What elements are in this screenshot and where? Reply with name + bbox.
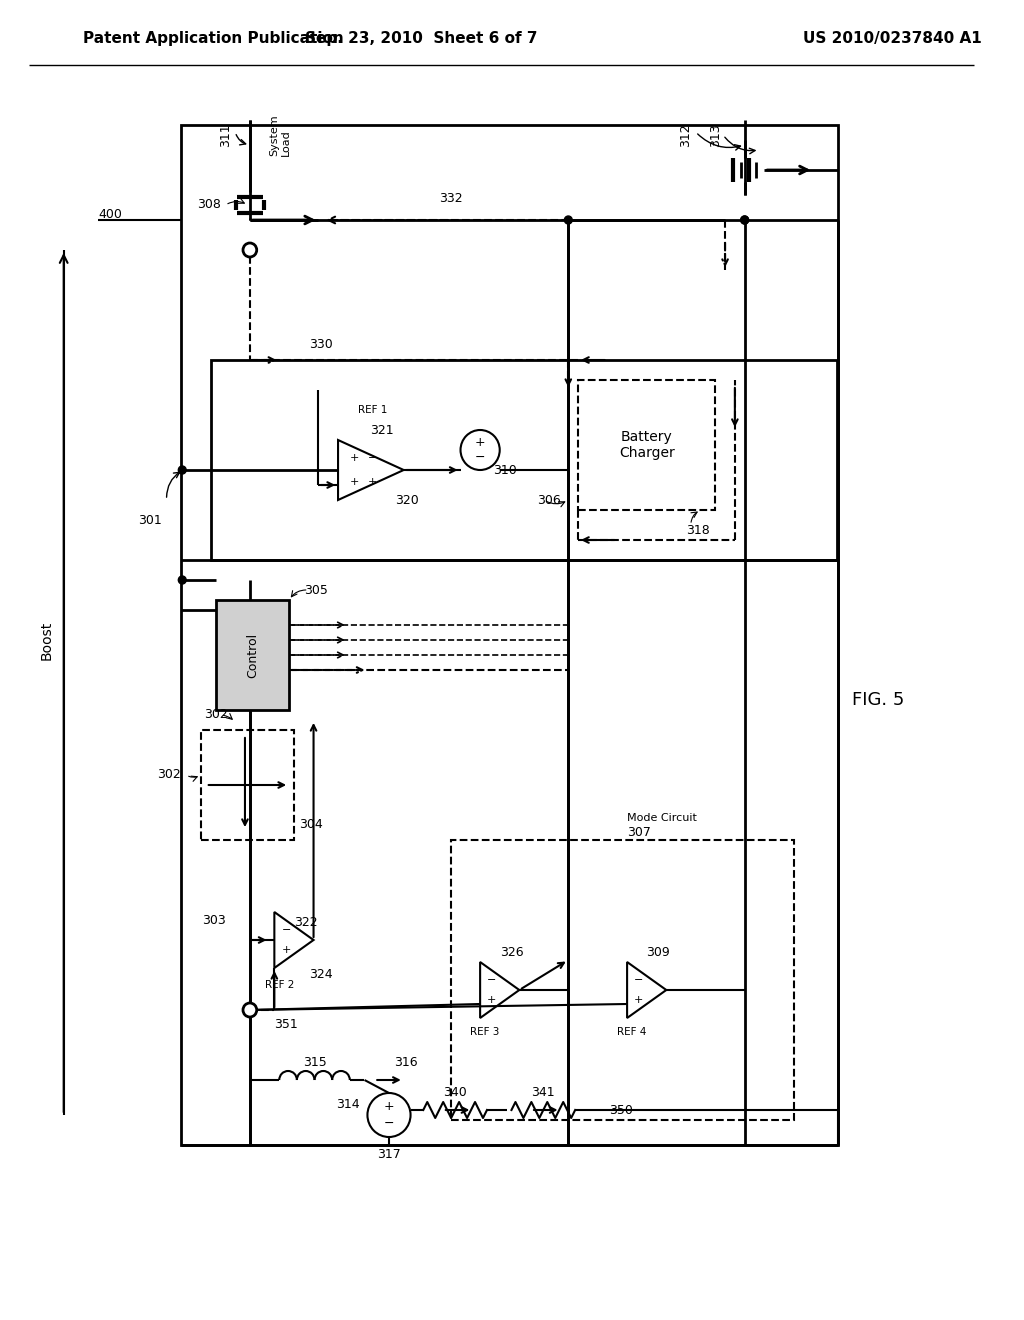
Text: 332: 332 bbox=[439, 191, 463, 205]
Text: 351: 351 bbox=[274, 1019, 298, 1031]
Text: 322: 322 bbox=[294, 916, 317, 928]
Text: −: − bbox=[368, 453, 377, 463]
Bar bbox=[216, 601, 289, 710]
Text: 306: 306 bbox=[537, 494, 560, 507]
Text: REF 2: REF 2 bbox=[264, 979, 294, 990]
Text: 326: 326 bbox=[500, 945, 523, 958]
Text: −: − bbox=[634, 975, 643, 985]
Circle shape bbox=[740, 216, 749, 224]
Text: +: + bbox=[368, 477, 377, 487]
Circle shape bbox=[461, 430, 500, 470]
Text: REF 1: REF 1 bbox=[357, 405, 387, 414]
Text: 318: 318 bbox=[686, 524, 710, 536]
Circle shape bbox=[178, 576, 186, 583]
Text: 301: 301 bbox=[138, 513, 162, 527]
Text: 303: 303 bbox=[202, 913, 225, 927]
Text: FIG. 5: FIG. 5 bbox=[852, 690, 905, 709]
Text: Boost: Boost bbox=[40, 620, 54, 660]
Text: 330: 330 bbox=[308, 338, 333, 351]
Bar bbox=[451, 840, 794, 1119]
Text: +: + bbox=[350, 477, 359, 487]
Text: +: + bbox=[475, 437, 485, 450]
Text: 310: 310 bbox=[493, 463, 516, 477]
Text: 320: 320 bbox=[395, 494, 419, 507]
Text: −: − bbox=[282, 925, 291, 935]
Bar bbox=[181, 125, 838, 1144]
Text: 311: 311 bbox=[219, 123, 231, 147]
Text: 304: 304 bbox=[299, 818, 323, 832]
Text: +: + bbox=[487, 995, 497, 1005]
Text: +: + bbox=[384, 1101, 394, 1114]
Bar bbox=[201, 730, 294, 840]
Circle shape bbox=[564, 216, 572, 224]
Text: 314: 314 bbox=[336, 1098, 359, 1111]
Text: 321: 321 bbox=[371, 424, 394, 437]
Text: REF 3: REF 3 bbox=[470, 1027, 500, 1038]
Text: US 2010/0237840 A1: US 2010/0237840 A1 bbox=[804, 30, 982, 45]
Circle shape bbox=[178, 466, 186, 474]
Text: 317: 317 bbox=[377, 1148, 400, 1162]
Text: 315: 315 bbox=[303, 1056, 327, 1068]
Text: 341: 341 bbox=[531, 1086, 555, 1100]
Text: REF 4: REF 4 bbox=[617, 1027, 647, 1038]
Text: 307: 307 bbox=[627, 825, 651, 838]
Text: 313: 313 bbox=[709, 123, 722, 147]
Text: 309: 309 bbox=[646, 945, 671, 958]
Circle shape bbox=[740, 216, 749, 224]
Text: 340: 340 bbox=[442, 1086, 467, 1100]
Text: System
Load: System Load bbox=[269, 115, 291, 156]
Text: 400: 400 bbox=[98, 209, 122, 222]
Text: 324: 324 bbox=[309, 969, 333, 982]
Circle shape bbox=[243, 243, 257, 257]
Text: 312: 312 bbox=[679, 123, 692, 147]
Circle shape bbox=[243, 1003, 257, 1016]
Text: −: − bbox=[384, 1117, 394, 1130]
Text: 350: 350 bbox=[609, 1104, 633, 1117]
Text: −: − bbox=[475, 450, 485, 463]
Text: Battery
Charger: Battery Charger bbox=[618, 430, 675, 461]
Text: Sep. 23, 2010  Sheet 6 of 7: Sep. 23, 2010 Sheet 6 of 7 bbox=[305, 30, 538, 45]
Text: Patent Application Publication: Patent Application Publication bbox=[83, 30, 344, 45]
Text: Control: Control bbox=[246, 632, 259, 677]
Text: 302: 302 bbox=[204, 709, 227, 722]
Text: +: + bbox=[634, 995, 643, 1005]
Text: +: + bbox=[350, 453, 359, 463]
Text: 316: 316 bbox=[394, 1056, 418, 1068]
Text: 302: 302 bbox=[158, 768, 181, 781]
Text: Mode Circuit: Mode Circuit bbox=[627, 813, 697, 822]
Text: −: − bbox=[487, 975, 497, 985]
Circle shape bbox=[368, 1093, 411, 1137]
Bar bbox=[211, 360, 837, 560]
Text: +: + bbox=[282, 945, 291, 954]
Text: 305: 305 bbox=[304, 583, 328, 597]
Bar bbox=[579, 380, 716, 510]
Text: 308: 308 bbox=[197, 198, 220, 211]
